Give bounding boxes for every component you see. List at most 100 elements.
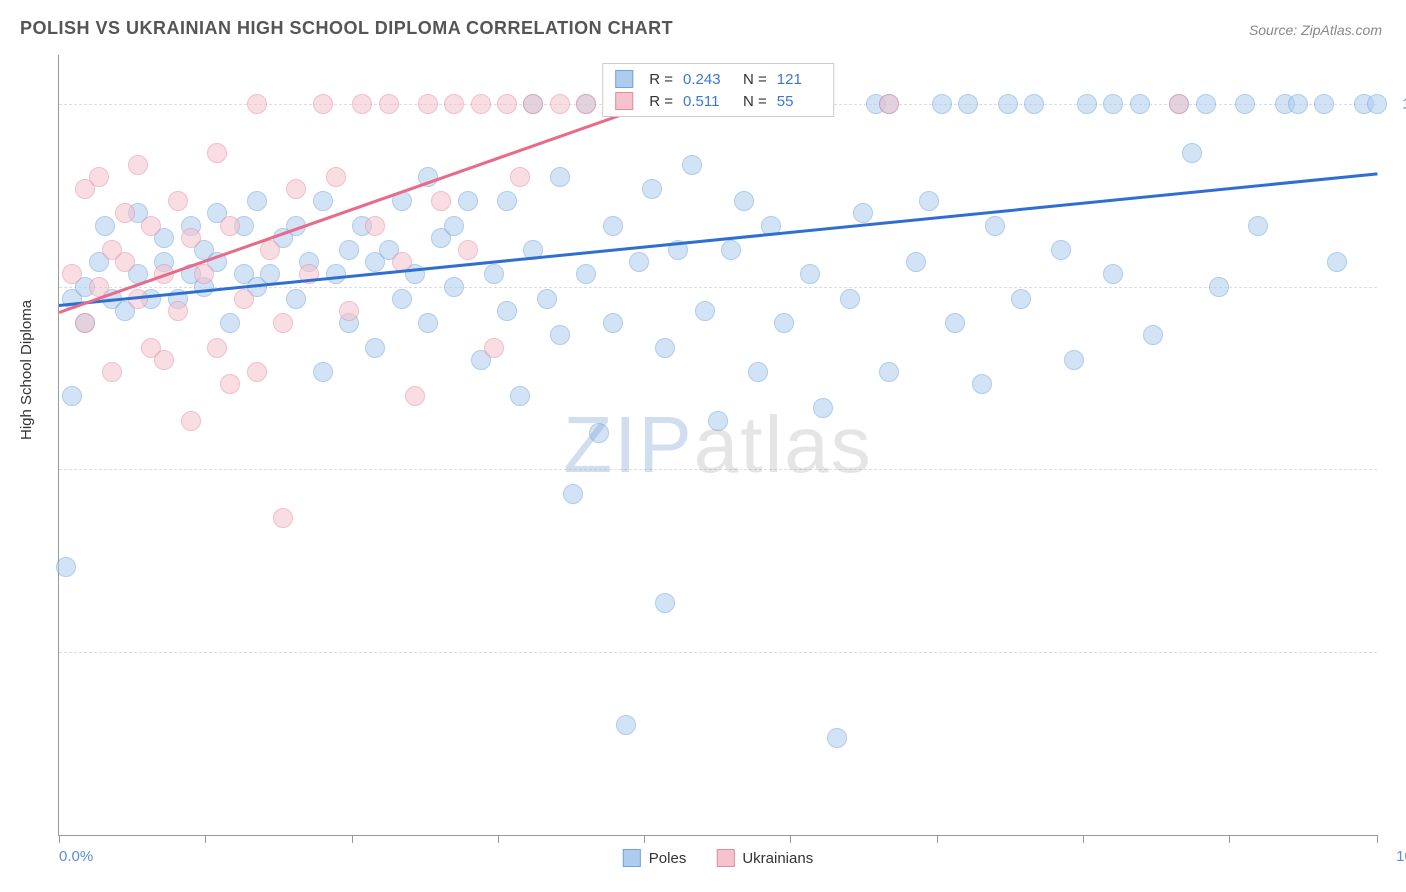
data-point	[972, 374, 992, 394]
data-point	[286, 289, 306, 309]
data-point	[339, 301, 359, 321]
data-point	[985, 216, 1005, 236]
swatch-ukrainians	[615, 92, 633, 110]
data-point	[444, 94, 464, 114]
data-point	[497, 94, 517, 114]
data-point	[220, 216, 240, 236]
data-point	[141, 216, 161, 236]
data-point	[1011, 289, 1031, 309]
data-point	[115, 252, 135, 272]
y-tick-label: 85.0%	[1385, 461, 1406, 478]
data-point	[629, 252, 649, 272]
data-point	[998, 94, 1018, 114]
data-point	[1064, 350, 1084, 370]
data-point	[220, 374, 240, 394]
data-point	[497, 191, 517, 211]
data-point	[168, 191, 188, 211]
data-point	[497, 301, 517, 321]
swatch-poles-icon	[623, 849, 641, 867]
data-point	[932, 94, 952, 114]
data-point	[326, 167, 346, 187]
data-point	[444, 216, 464, 236]
data-point	[1051, 240, 1071, 260]
data-point	[1209, 277, 1229, 297]
y-tick-label: 92.5%	[1385, 278, 1406, 295]
data-point	[444, 277, 464, 297]
data-point	[840, 289, 860, 309]
data-point	[260, 240, 280, 260]
data-point	[207, 338, 227, 358]
data-point	[379, 94, 399, 114]
data-point	[853, 203, 873, 223]
data-point	[484, 264, 504, 284]
data-point	[247, 94, 267, 114]
data-point	[1077, 94, 1097, 114]
scatter-plot-area: ZIPatlas R =0.243 N =121 R =0.511 N =55 …	[58, 55, 1377, 836]
data-point	[102, 362, 122, 382]
data-point	[220, 313, 240, 333]
data-point	[273, 313, 293, 333]
data-point	[207, 143, 227, 163]
x-tick	[790, 835, 791, 843]
legend-item-poles: Poles	[623, 849, 687, 867]
data-point	[62, 386, 82, 406]
data-point	[352, 94, 372, 114]
x-tick	[352, 835, 353, 843]
legend-label-poles: Poles	[649, 850, 687, 867]
stats-row-poles: R =0.243 N =121	[603, 68, 833, 90]
data-point	[655, 338, 675, 358]
data-point	[234, 289, 254, 309]
y-tick-label: 77.5%	[1385, 644, 1406, 661]
x-tick	[59, 835, 60, 843]
data-point	[879, 362, 899, 382]
x-tick	[498, 835, 499, 843]
data-point	[1169, 94, 1189, 114]
data-point	[273, 508, 293, 528]
data-point	[1143, 325, 1163, 345]
data-point	[734, 191, 754, 211]
source-attribution: Source: ZipAtlas.com	[1249, 22, 1382, 38]
data-point	[1182, 143, 1202, 163]
data-point	[576, 264, 596, 284]
data-point	[523, 94, 543, 114]
data-point	[945, 313, 965, 333]
x-tick	[1083, 835, 1084, 843]
correlation-stats-legend: R =0.243 N =121 R =0.511 N =55	[602, 63, 834, 117]
data-point	[458, 191, 478, 211]
data-point	[563, 484, 583, 504]
gridline	[59, 652, 1377, 653]
chart-title: POLISH VS UKRAINIAN HIGH SCHOOL DIPLOMA …	[20, 18, 673, 39]
data-point	[958, 94, 978, 114]
data-point	[365, 338, 385, 358]
data-point	[154, 350, 174, 370]
data-point	[313, 94, 333, 114]
data-point	[813, 398, 833, 418]
data-point	[616, 715, 636, 735]
data-point	[405, 386, 425, 406]
data-point	[181, 228, 201, 248]
x-tick	[644, 835, 645, 843]
data-point	[1248, 216, 1268, 236]
data-point	[194, 264, 214, 284]
x-axis-min-label: 0.0%	[59, 848, 93, 865]
data-point	[95, 216, 115, 236]
data-point	[365, 216, 385, 236]
legend-item-ukrainians: Ukrainians	[716, 849, 813, 867]
x-tick	[937, 835, 938, 843]
stats-row-ukrainians: R =0.511 N =55	[603, 90, 833, 112]
data-point	[326, 264, 346, 284]
data-point	[550, 325, 570, 345]
data-point	[1196, 94, 1216, 114]
data-point	[484, 338, 504, 358]
data-point	[682, 155, 702, 175]
data-point	[1367, 94, 1387, 114]
data-point	[550, 94, 570, 114]
data-point	[62, 264, 82, 284]
data-point	[181, 411, 201, 431]
data-point	[603, 313, 623, 333]
data-point	[56, 557, 76, 577]
data-point	[589, 423, 609, 443]
data-point	[418, 313, 438, 333]
y-tick-label: 100.0%	[1385, 95, 1406, 112]
x-tick	[205, 835, 206, 843]
